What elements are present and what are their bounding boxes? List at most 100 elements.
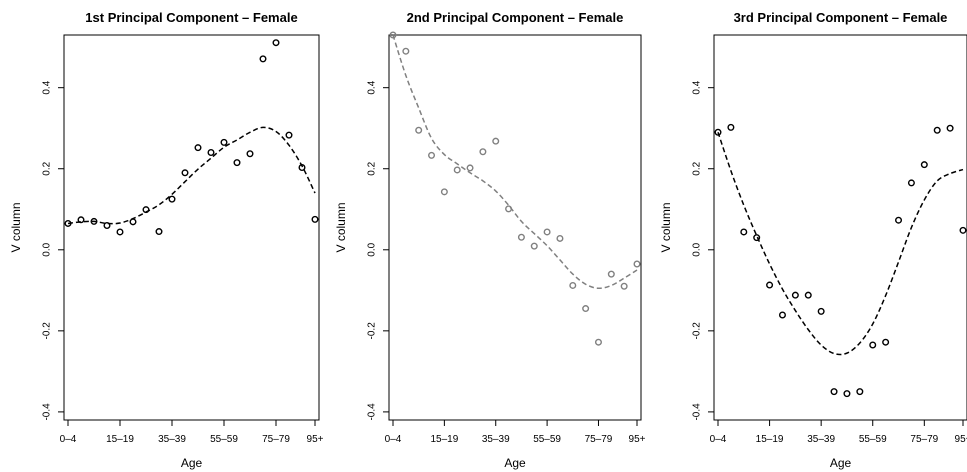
chart-2-point — [415, 126, 423, 134]
chart-2-point — [620, 282, 628, 290]
chart-1-ytick-label: 0.4 — [42, 80, 53, 94]
chart-3-point — [946, 124, 954, 132]
chart-1: 1st Principal Component – Female -0.4 -0.2… — [9, 10, 324, 470]
chart-3-smooth-line — [717, 132, 964, 356]
chart-3-point — [830, 388, 838, 396]
chart-2-point — [556, 234, 564, 242]
chart-1-ytick-label: -0.4 — [42, 403, 53, 421]
chart-2-xtick-label: 75–79 — [585, 434, 613, 445]
chart-1-xtick-label: 35–39 — [158, 434, 186, 445]
chart-3-point — [753, 234, 761, 242]
chart-1-ytick-label: -0.2 — [42, 322, 53, 340]
chart-2-ylabel: V column — [334, 202, 348, 252]
chart-2-point — [492, 137, 500, 145]
chart-2-point — [530, 242, 538, 250]
chart-3-ytick-label: 0.2 — [692, 161, 703, 175]
chart-1-point — [311, 215, 319, 223]
chart-1-point — [181, 169, 189, 177]
chart-3-point — [766, 281, 774, 289]
chart-1-point — [207, 149, 215, 157]
chart-1-xtick-label: 15–19 — [106, 434, 134, 445]
chart-3-point — [727, 123, 735, 131]
chart-3-ytick-label: 0.0 — [692, 242, 703, 256]
chart-2-ytick-label: 0.2 — [367, 161, 378, 175]
chart-1-xtick-label: 75–79 — [262, 434, 290, 445]
chart-2-frame — [388, 34, 642, 421]
chart-3-xtick-label: 75–79 — [910, 434, 938, 445]
chart-3-xtick-label: 55–59 — [859, 434, 887, 445]
chart-1-xlabel: Age — [181, 456, 203, 470]
chart-1-point — [272, 39, 280, 47]
chart-1-point — [298, 164, 306, 172]
chart-2-point — [453, 166, 461, 174]
chart-2-point — [505, 205, 513, 213]
chart-3-point — [933, 126, 941, 134]
chart-1-point — [90, 217, 98, 225]
chart-1-point — [129, 218, 137, 226]
chart-3-ytick-label: 0.4 — [692, 80, 703, 94]
chart-1-point — [116, 228, 124, 236]
chart-2-point — [582, 305, 590, 313]
chart-2-point — [389, 31, 397, 39]
chart-3-point — [843, 390, 851, 398]
chart-2-point — [569, 281, 577, 289]
chart-3: 3rd Principal Component – Female -0.4 -0.2… — [659, 10, 967, 470]
chart-1-smooth-line — [67, 126, 316, 225]
chart-2-xlabel: Age — [504, 456, 526, 470]
chart-1-ylabel: V column — [9, 202, 23, 252]
chart-1-title: 1st Principal Component – Female — [85, 10, 297, 25]
chart-3-xtick-label: 15–19 — [756, 434, 784, 445]
chart-2-point — [466, 164, 474, 172]
chart-3-point — [895, 216, 903, 224]
chart-2-point — [428, 151, 436, 159]
chart-2: 2nd Principal Component – Female -0.4 -0.2… — [334, 10, 646, 470]
chart-1-point — [233, 159, 241, 167]
chart-3-xtick-label: 95+ — [955, 434, 967, 445]
chart-2-point — [402, 47, 410, 55]
chart-3-point — [907, 179, 915, 187]
chart-1-ytick-label: 0.2 — [42, 161, 53, 175]
chart-2-point — [440, 188, 448, 196]
chart-1-point — [194, 144, 202, 152]
chart-3-xtick-label: 0–4 — [710, 434, 727, 445]
chart-2-point — [607, 270, 615, 278]
chart-3-xlabel: Age — [830, 456, 852, 470]
chart-2-xtick-label: 95+ — [629, 434, 646, 445]
chart-3-point — [869, 341, 877, 349]
chart-1-xtick-label: 55–59 — [210, 434, 238, 445]
chart-3-point — [804, 291, 812, 299]
chart-2-xtick-label: 0–4 — [385, 434, 402, 445]
chart-3-point — [959, 226, 967, 234]
chart-3-ytick-label: -0.2 — [692, 322, 703, 340]
chart-3-point — [791, 291, 799, 299]
chart-1-point — [77, 216, 85, 224]
chart-2-smooth-line — [392, 34, 638, 290]
chart-3-point — [740, 228, 748, 236]
chart-3-point — [778, 311, 786, 319]
chart-2-point — [594, 338, 602, 346]
chart-1-ytick-label: 0.0 — [42, 242, 53, 256]
chart-3-point — [856, 388, 864, 396]
chart-3-frame — [713, 34, 967, 421]
chart-2-ytick-label: 0.0 — [367, 242, 378, 256]
chart-2-point — [479, 148, 487, 156]
chart-3-title: 3rd Principal Component – Female — [734, 10, 948, 25]
chart-2-ytick-label: 0.4 — [367, 80, 378, 94]
chart-1-frame — [63, 34, 320, 421]
chart-2-point — [517, 233, 525, 241]
chart-1-xtick-label: 0–4 — [60, 434, 77, 445]
chart-3-ylabel: V column — [659, 202, 673, 252]
chart-2-title: 2nd Principal Component – Female — [407, 10, 624, 25]
chart-1-xtick-label: 95+ — [307, 434, 324, 445]
chart-1-point — [155, 228, 163, 236]
chart-2-xtick-label: 35–39 — [482, 434, 510, 445]
chart-2-xtick-label: 55–59 — [533, 434, 561, 445]
chart-1-point — [64, 219, 72, 227]
chart-1-point — [103, 221, 111, 229]
chart-1-point — [259, 55, 267, 63]
chart-3-xtick-label: 35–39 — [807, 434, 835, 445]
chart-1-point — [220, 138, 228, 146]
chart-3-ytick-label: -0.4 — [692, 403, 703, 421]
chart-1-point — [168, 195, 176, 203]
